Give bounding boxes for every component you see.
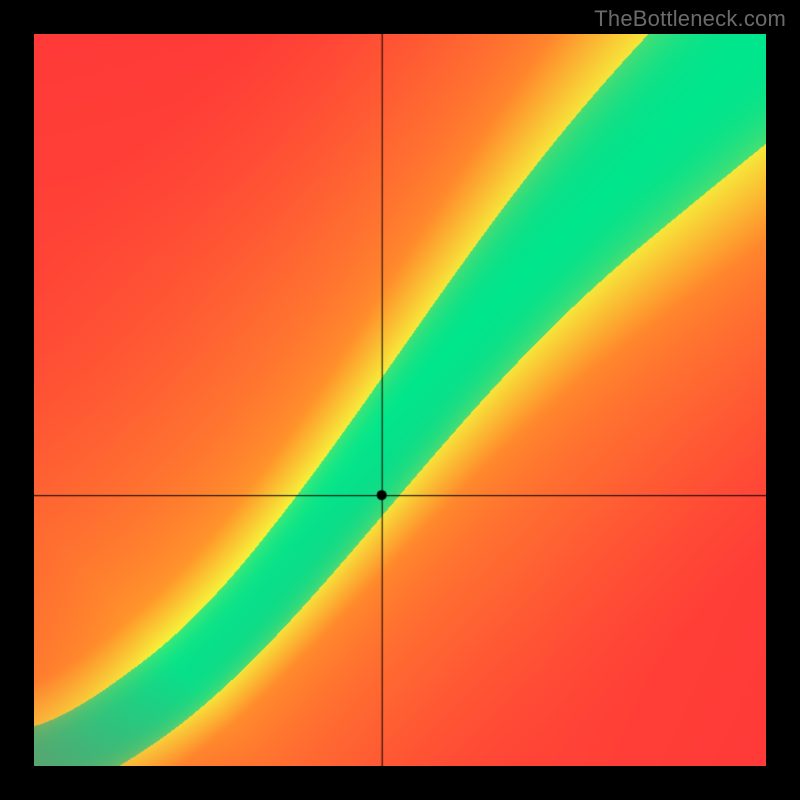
chart-container: TheBottleneck.com [0,0,800,800]
watermark-text: TheBottleneck.com [594,6,786,32]
bottleneck-heatmap [34,34,766,766]
